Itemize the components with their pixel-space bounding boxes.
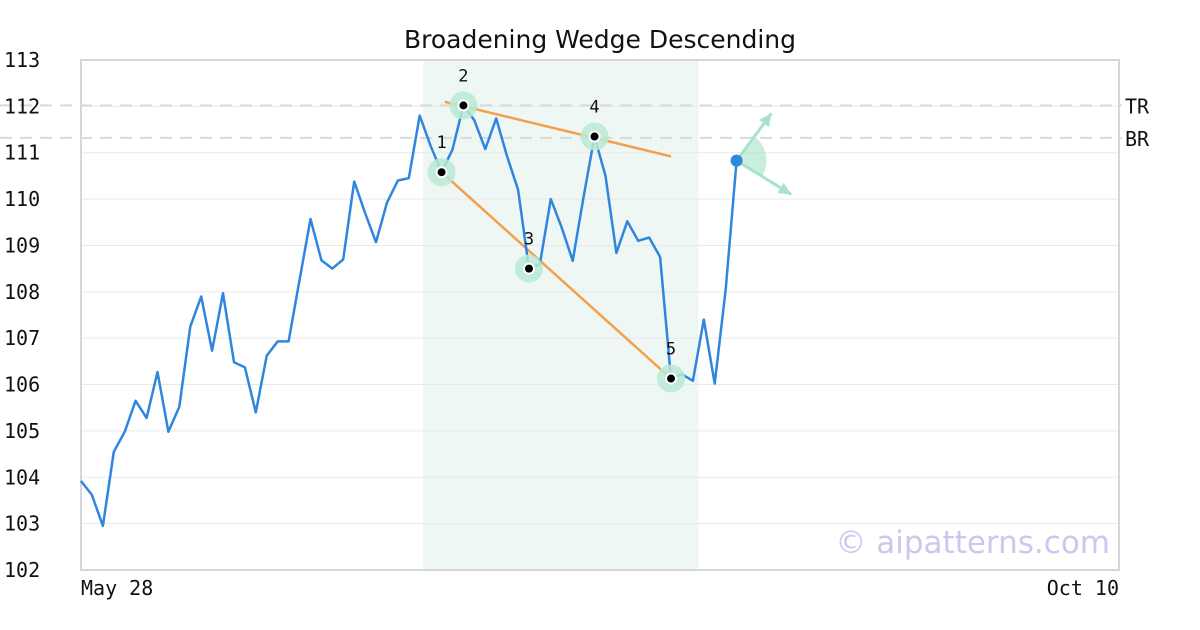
pattern-zone-layer <box>422 60 699 570</box>
y-tick-label: 112 <box>4 94 40 118</box>
price-line <box>80 104 738 528</box>
marker-layer: 1 2 3 4 5 <box>427 66 686 393</box>
x-axis-ticks: May 28 Oct 10 <box>81 576 1119 600</box>
y-axis-ticks: 102 103 104 105 106 107 108 109 110 111 112 113 <box>4 48 40 582</box>
y-tick-label: 111 <box>4 141 40 165</box>
level-layer: TR BR <box>0 94 1150 151</box>
watermark: © aipatterns.com <box>835 525 1110 561</box>
chart-title: Broadening Wedge Descending <box>404 25 796 54</box>
y-tick-label: 104 <box>4 465 40 489</box>
level-label: BR <box>1125 127 1150 151</box>
projection-arrow-up-head <box>759 113 772 128</box>
x-tick-label: May 28 <box>81 576 153 600</box>
projection-layer <box>730 112 793 196</box>
pivot-dot <box>435 166 448 179</box>
last-price-dot <box>730 154 743 167</box>
x-tick-label: Oct 10 <box>1047 576 1119 600</box>
y-tick-label: 103 <box>4 512 40 536</box>
plot-frame <box>80 59 1120 571</box>
trendline <box>444 100 672 158</box>
pivot-label: 3 <box>524 230 534 250</box>
trendline <box>440 171 672 380</box>
pivot-dot <box>522 262 535 275</box>
pivot-label: 2 <box>458 66 468 86</box>
y-tick-label: 108 <box>4 280 40 304</box>
pattern-zone <box>422 60 699 570</box>
projection-arrow-down-head <box>777 182 792 195</box>
pivot-label: 1 <box>436 133 446 153</box>
trendline-layer <box>440 100 672 380</box>
y-tick-label: 107 <box>4 326 40 350</box>
y-tick-label: 110 <box>4 187 40 211</box>
level-label: TR <box>1125 94 1150 118</box>
pivot-dot <box>665 372 678 385</box>
y-tick-label: 106 <box>4 373 40 397</box>
pivot-dot <box>457 99 470 112</box>
y-tick-label: 109 <box>4 233 40 257</box>
y-tick-label: 102 <box>4 558 40 582</box>
projection-sector <box>736 136 767 177</box>
pivot-label: 5 <box>666 340 676 360</box>
pivot-dot <box>588 130 601 143</box>
y-tick-label: 113 <box>4 48 40 72</box>
pivot-label: 4 <box>589 98 599 118</box>
price-layer <box>80 104 738 528</box>
y-tick-label: 105 <box>4 419 40 443</box>
